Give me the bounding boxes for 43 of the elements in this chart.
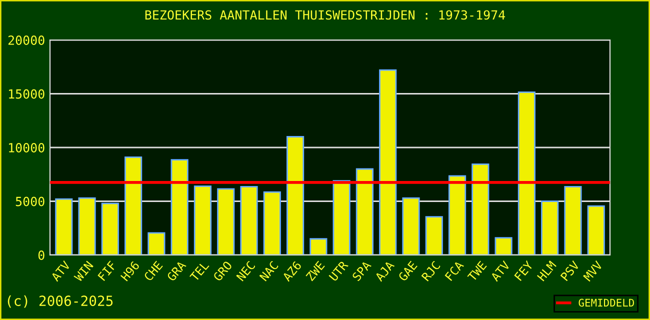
text: (c) 2006-2025: [8, 295, 113, 308]
bar: [217, 188, 235, 255]
x-tick-label: AJA: [374, 260, 395, 282]
bar: [587, 205, 605, 255]
bar: [379, 69, 397, 255]
legend-label: GEMIDDELD: [578, 298, 634, 307]
bar: [472, 163, 490, 255]
bar: [240, 186, 258, 255]
bar: [55, 198, 73, 255]
x-tick-label: H96: [120, 260, 140, 282]
bar: [263, 191, 281, 255]
bar: [356, 168, 374, 255]
y-tick-label: 0: [38, 250, 44, 260]
bar: [310, 238, 328, 255]
x-tick-label: GAE: [398, 260, 418, 282]
x-tick-label: TWE: [467, 260, 487, 282]
bar: [170, 159, 188, 255]
bar: [402, 197, 420, 255]
x-tick-label: SPA: [352, 260, 372, 282]
bar: [448, 175, 466, 255]
bar: [541, 200, 559, 255]
y-tick-label: 10000: [9, 143, 44, 152]
bar: [101, 202, 119, 255]
bar: [124, 156, 142, 255]
x-tick-label: GRO: [212, 260, 232, 282]
chart-title: BEZOEKERS AANTALLEN THUISWEDSTRIJDEN : 1973-1974: [145, 10, 506, 20]
x-tick-label: UTR: [328, 260, 349, 282]
bar: [518, 91, 536, 255]
bar: [425, 216, 443, 255]
x-tick-label: FCA: [444, 260, 464, 282]
bar: [564, 186, 582, 255]
x-tick-label: CHE: [143, 260, 164, 282]
bar: [286, 136, 304, 255]
x-tick-label: TEL: [190, 260, 210, 282]
bar: [148, 232, 166, 255]
y-tick-label: 5000: [16, 196, 44, 206]
bar: [494, 237, 512, 255]
y-tick-label: 15000: [9, 89, 44, 99]
bar: [332, 180, 350, 255]
y-tick-label: 20000: [8, 36, 44, 45]
x-tick-label: GRA: [166, 260, 186, 282]
bar: [194, 186, 212, 255]
bar: [78, 197, 96, 255]
